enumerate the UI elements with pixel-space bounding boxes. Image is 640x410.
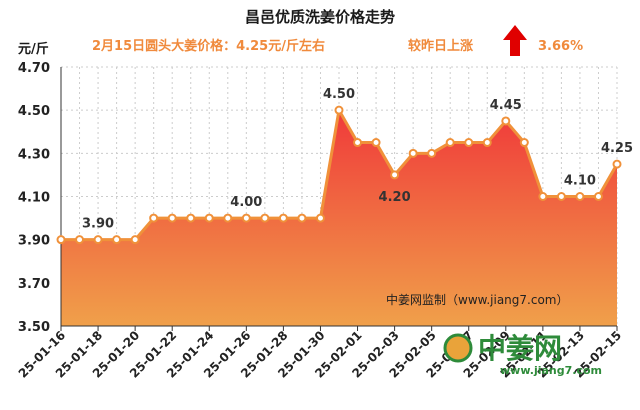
data-point <box>204 213 214 223</box>
data-labels: 3.90 4.00 4.50 4.20 4.45 4.10 4.25 <box>82 87 633 232</box>
data-label: 4.00 <box>230 195 262 210</box>
y-tick-label: 4.10 <box>18 191 50 206</box>
y-tick-label: 4.30 <box>18 147 50 162</box>
y-axis-ticks: 3.50 3.70 3.90 4.10 4.30 4.50 4.70 <box>18 61 50 335</box>
data-point <box>241 213 251 223</box>
change-value: 3.66% <box>538 39 583 54</box>
data-label: 4.10 <box>564 174 596 189</box>
change-label: 较昨日上涨 <box>408 38 473 54</box>
data-point <box>519 138 529 148</box>
up-arrow-icon <box>503 25 527 56</box>
data-points <box>56 105 622 245</box>
data-point <box>334 105 344 115</box>
data-point <box>427 148 437 158</box>
source-note: 中姜网监制（www.jiang7.com） <box>386 292 568 307</box>
axes <box>60 67 617 327</box>
chart-subtitle: 2月15日圆头大姜价格：4.25元/斤左右 <box>92 38 325 54</box>
data-point <box>112 235 122 245</box>
data-point <box>149 213 159 223</box>
y-tick-label: 4.70 <box>18 61 50 76</box>
data-point <box>93 235 103 245</box>
logo-text: 中姜网 <box>478 332 562 365</box>
data-label: 4.25 <box>601 141 633 156</box>
data-label: 4.50 <box>323 87 355 102</box>
price-area <box>61 110 617 327</box>
y-tick-label: 3.70 <box>18 277 50 292</box>
data-point <box>390 170 400 180</box>
y-tick-label: 3.50 <box>18 320 50 335</box>
data-point <box>482 138 492 148</box>
data-point <box>556 192 566 201</box>
data-point <box>612 159 622 169</box>
data-point <box>371 138 381 148</box>
y-axis-unit: 元/斤 <box>18 41 49 57</box>
data-label: 4.45 <box>490 98 522 113</box>
chart-title: 昌邑优质洗姜价格走势 <box>245 8 395 26</box>
data-point <box>593 192 603 201</box>
logo-url: www.jiang7.com <box>500 364 602 377</box>
data-point <box>130 235 140 245</box>
data-point <box>445 138 455 148</box>
data-point <box>353 138 363 148</box>
data-point <box>315 213 325 223</box>
data-point <box>223 213 233 223</box>
data-point <box>464 138 474 148</box>
site-logo: 中姜网 www.jiang7.com <box>443 332 602 377</box>
y-tick-label: 3.90 <box>18 234 50 249</box>
data-point <box>297 213 307 223</box>
data-label: 4.20 <box>379 190 411 205</box>
ginger-logo-icon <box>443 333 473 363</box>
data-point <box>75 235 85 245</box>
data-point <box>167 213 177 223</box>
data-point <box>278 213 288 223</box>
data-point <box>408 148 418 158</box>
data-point <box>538 192 548 201</box>
data-label: 3.90 <box>82 217 114 232</box>
data-point <box>56 235 66 245</box>
data-point <box>186 213 196 223</box>
data-point <box>260 213 270 223</box>
data-point <box>501 116 511 126</box>
data-point <box>575 192 585 201</box>
y-tick-label: 4.50 <box>18 104 50 119</box>
